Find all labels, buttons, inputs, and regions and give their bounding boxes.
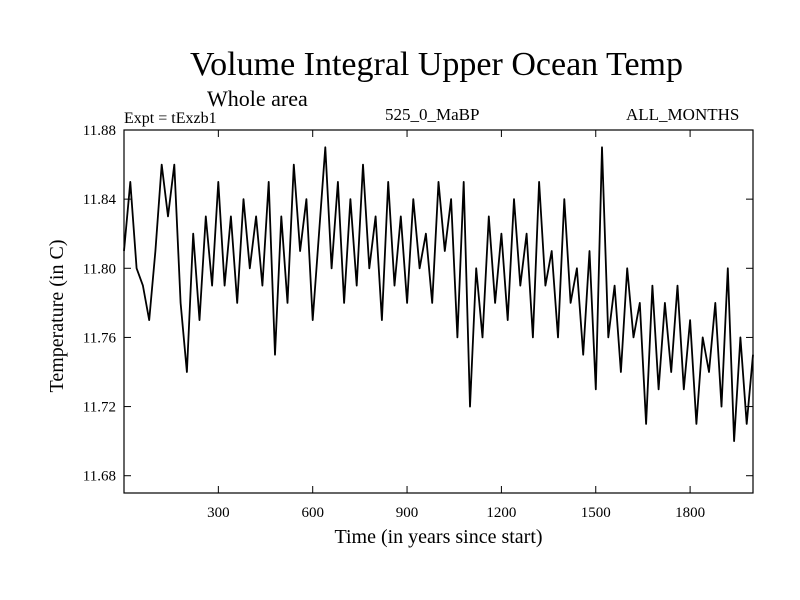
series-line [123,146,754,442]
x-tick-label: 600 [301,505,324,521]
x-tick-label: 1500 [581,505,611,521]
x-tick-label: 1800 [675,505,705,521]
experiment-label: Expt = tExzb1 [124,110,217,127]
y-tick-label: 11.80 [83,261,116,277]
months-label: ALL_MONTHS [626,105,740,124]
period-label: 525_0_MaBP [385,105,480,124]
y-tick-label: 11.76 [83,330,117,346]
chart-title: Volume Integral Upper Ocean Temp [190,46,683,83]
axis-ticks: 300 600 900 1200 1500 1800 11.68 11.72 11.76 11.8… [83,123,753,521]
x-tick-label: 1200 [486,505,516,521]
x-tick-label: 900 [396,505,419,521]
y-tick-label: 11.72 [83,400,116,416]
y-tick-label: 11.88 [83,123,116,139]
plot-frame [123,129,754,494]
y-tick-label: 11.84 [83,192,117,208]
chart-subtitle: Whole area [207,86,308,111]
y-tick-label: 11.68 [83,469,116,485]
x-axis-label: Time (in years since start) [334,526,543,548]
x-tick-label: 300 [207,505,230,521]
